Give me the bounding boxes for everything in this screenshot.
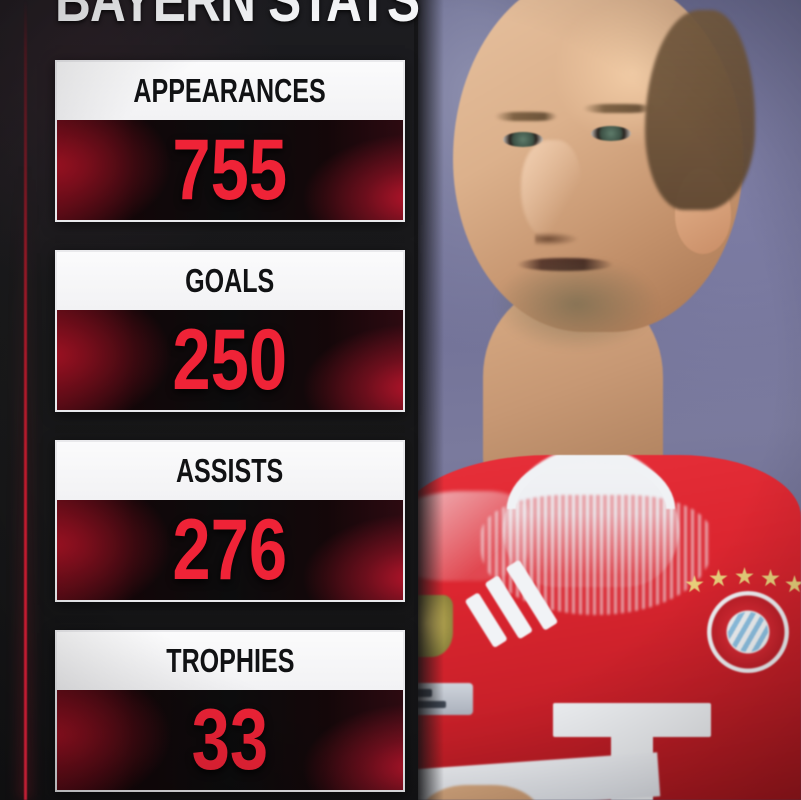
stat-card-assists[interactable]: ASSISTS 276: [55, 440, 405, 602]
championship-stars-icon: [685, 567, 801, 593]
page-title: BAYERN STATS: [55, 0, 420, 35]
stat-label: GOALS: [57, 252, 403, 310]
player-eye-right: [591, 126, 631, 141]
stat-label-text: APPEARANCES: [133, 72, 327, 109]
stat-value-text: 33: [191, 692, 269, 788]
stat-label-text: ASSISTS: [176, 452, 284, 489]
player-arm: [421, 785, 539, 800]
stat-label-text: GOALS: [185, 262, 275, 299]
red-accent-line: [24, 0, 27, 800]
stat-card-appearances[interactable]: APPEARANCES 755: [55, 60, 405, 222]
stat-value: 276: [57, 500, 403, 600]
player-nose: [521, 140, 581, 240]
stat-label: ASSISTS: [57, 442, 403, 500]
photo-blur-layer: [395, 0, 801, 800]
player-photo: [395, 0, 801, 800]
player-eyebrow-left: [495, 112, 557, 121]
stat-card-list: APPEARANCES 755 GOALS 250 ASSISTS 276: [55, 60, 405, 792]
stat-value-text: 755: [172, 122, 288, 218]
stat-card-goals[interactable]: GOALS 250: [55, 250, 405, 412]
stat-label: TROPHIES: [57, 632, 403, 690]
player-nostril: [535, 232, 579, 246]
player-eye-left: [503, 132, 543, 147]
jersey-collar: [507, 455, 675, 509]
stat-value: 755: [57, 120, 403, 220]
stat-label: APPEARANCES: [57, 62, 403, 120]
player-jersey: [395, 455, 801, 800]
player-hair-side: [645, 10, 755, 210]
stat-value-text: 250: [172, 312, 288, 408]
stat-value: 250: [57, 310, 403, 410]
stat-label-text: TROPHIES: [165, 642, 295, 679]
player-eyebrow-right: [583, 104, 653, 113]
bayern-crest-icon: [707, 591, 789, 673]
stat-card-trophies[interactable]: TROPHIES 33: [55, 630, 405, 792]
player-stubble: [491, 250, 681, 370]
stat-value: 33: [57, 690, 403, 790]
stat-value-text: 276: [172, 502, 288, 598]
